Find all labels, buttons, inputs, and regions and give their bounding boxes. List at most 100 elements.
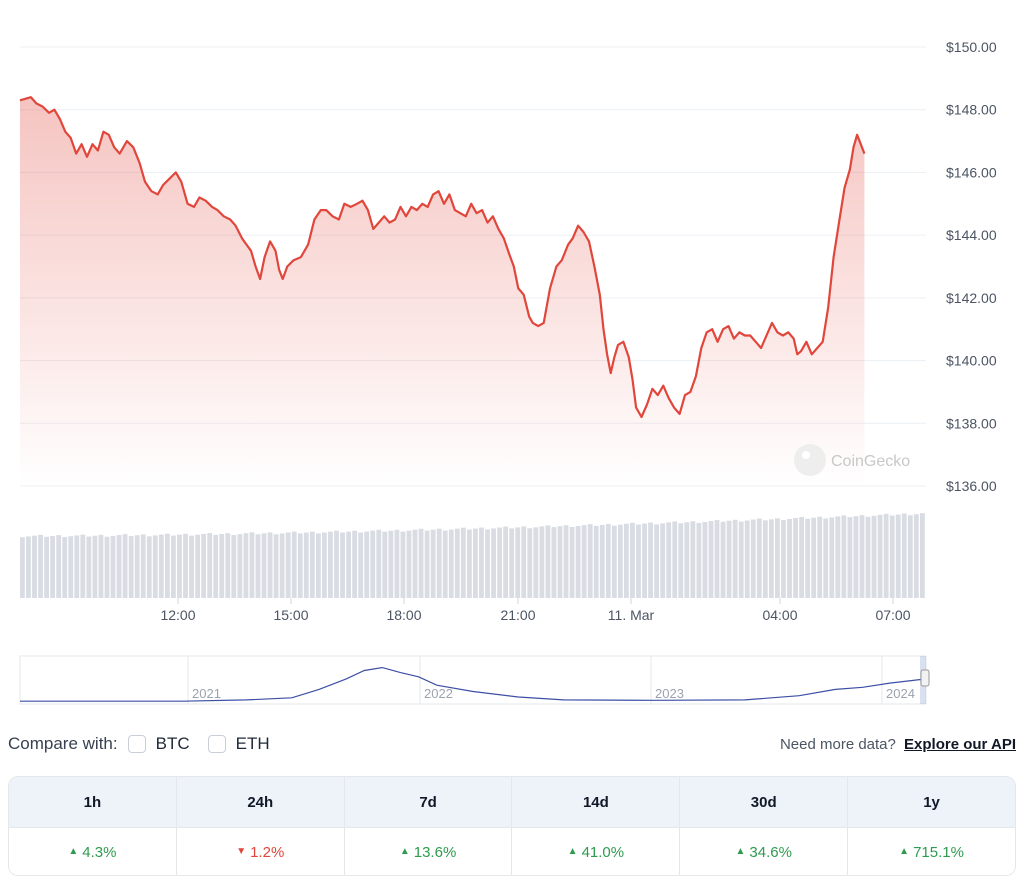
volume-bar (249, 532, 255, 598)
volume-bar (26, 536, 31, 598)
volume-bar (509, 528, 515, 598)
volume-bar (636, 524, 641, 598)
api-prefix: Need more data? (779, 735, 896, 753)
volume-bar (364, 531, 370, 598)
volume-bar (557, 526, 563, 598)
volume-bar (424, 530, 430, 598)
volume-bar (430, 529, 436, 598)
price-chart: $150.00 $148.00 $146.00 $144.00 $142.00 $140.… (19, 39, 997, 705)
volume-bar (322, 532, 327, 598)
coingecko-watermark: CoinGecko (794, 444, 910, 476)
volume-bar (599, 524, 605, 598)
volume-bar (297, 533, 303, 598)
volume-bar (569, 527, 575, 598)
compare-btc-option[interactable]: BTC (127, 734, 190, 754)
volume-bar (581, 525, 587, 598)
y-tick-label: $140.00 (946, 353, 997, 369)
volume-bar (678, 523, 684, 598)
volume-bar (412, 529, 418, 598)
volume-bar (466, 529, 472, 598)
volume-bar (630, 522, 635, 598)
volume-bar (213, 534, 219, 598)
period-14d: 14d (512, 777, 681, 827)
performance-values-row: ▲ 4.3% ▼ 1.2% ▲ 13.6% ▲ 41.0% ▲ 34.6% ▲ 715.1% (9, 827, 1015, 875)
y-tick-label: $142.00 (946, 290, 997, 306)
volume-bar (660, 523, 666, 598)
volume-bar (237, 534, 243, 598)
volume-bar (527, 528, 533, 598)
navigator-year-label: 2023 (655, 686, 684, 701)
change-1y: ▲ 715.1% (848, 828, 1015, 875)
volume-bar (177, 534, 182, 598)
volume-bar (762, 520, 768, 598)
volume-bar (690, 521, 696, 598)
volume-bar (889, 515, 895, 598)
btc-checkbox[interactable] (127, 735, 146, 753)
volume-bar (98, 534, 104, 598)
volume-bar (654, 524, 660, 598)
volume-bar (285, 532, 291, 598)
volume-bar (732, 519, 738, 598)
period-1y: 1y (923, 793, 940, 811)
volume-bar (454, 528, 460, 598)
y-tick-label: $148.00 (946, 102, 997, 118)
x-tick-label: 18:00 (386, 607, 421, 623)
volume-bar (92, 535, 98, 598)
volume-bar (829, 517, 835, 598)
compare-eth-option[interactable]: ETH (207, 734, 270, 754)
change-30d-value: 34.6% (749, 843, 792, 861)
volume-bar (648, 522, 653, 598)
api-prompt: Need more data? Explore our API (780, 736, 1016, 753)
volume-bar (907, 515, 913, 598)
y-tick-label: $138.00 (946, 415, 997, 431)
volume-bar (219, 534, 225, 598)
volume-bar (400, 531, 406, 598)
period-30d: 30d (680, 777, 849, 827)
volume-bar (122, 534, 128, 598)
volume-bar (593, 525, 599, 598)
up-arrow-icon: ▲ (68, 845, 79, 857)
performance-header-row: 1h 24h 7d 14d 30d 1y (9, 777, 1015, 827)
up-arrow-icon: ▲ (399, 845, 410, 857)
volume-bar (515, 527, 521, 598)
volume-bar (376, 529, 382, 598)
x-tick-label: 11. Mar (608, 607, 655, 623)
x-tick-label: 21:00 (500, 607, 535, 623)
volume-bar (587, 524, 593, 598)
volume-bar (346, 531, 351, 598)
volume-bar (62, 537, 68, 598)
volume-bar (134, 535, 140, 598)
y-tick-label: $136.00 (946, 478, 997, 494)
gecko-logo-icon (794, 444, 826, 476)
x-tick-label: 12:00 (160, 607, 195, 623)
volume-bar (738, 521, 744, 598)
volume-bar (805, 518, 811, 598)
volume-bar (44, 536, 49, 598)
volume-bar (267, 532, 273, 598)
change-1h-value: 4.3% (82, 843, 117, 861)
volume-bar (726, 520, 732, 598)
volume-bar (617, 524, 623, 598)
volume-bar (883, 513, 889, 598)
volume-bar (823, 518, 829, 598)
volume-bar (708, 520, 714, 598)
volume-bar (901, 513, 907, 598)
volume-bar (575, 526, 581, 598)
volume-bar (533, 527, 539, 598)
volume-bar (642, 523, 647, 598)
range-navigator[interactable]: 2021 2022 2023 2024 (19, 655, 930, 705)
explore-api-link[interactable]: Explore our API (904, 735, 1016, 753)
volume-bar (799, 516, 804, 598)
eth-checkbox[interactable] (207, 735, 226, 753)
volume-bar (793, 518, 798, 598)
navigator-year-label: 2024 (886, 686, 915, 701)
volume-bar (158, 534, 164, 598)
volume-bar (146, 536, 152, 598)
volume-bar (309, 531, 315, 598)
watermark-text: CoinGecko (831, 453, 910, 470)
period-1h: 1h (9, 777, 177, 827)
volume-bar (684, 522, 690, 598)
volume-bar (50, 535, 56, 598)
volume-bar (388, 530, 394, 598)
volume-bar (768, 519, 774, 598)
